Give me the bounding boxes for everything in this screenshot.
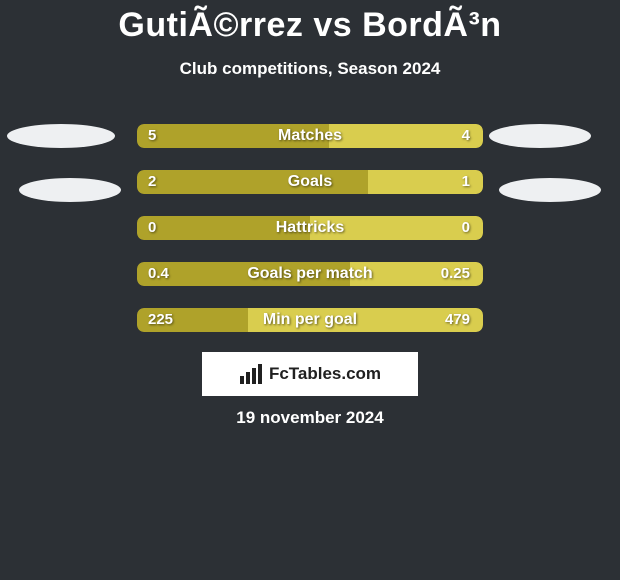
value-left: 2 [148,170,156,194]
comparison-infographic: GutiÃ©rrez vs BordÃ³n Club competitions,… [0,0,620,580]
value-left: 0 [148,216,156,240]
bar-track [137,308,483,332]
bar-track [137,170,483,194]
comparison-rows: 54Matches21Goals00Hattricks0.40.25Goals … [0,124,620,354]
bar-track [137,124,483,148]
comparison-row: 21Goals [0,170,620,194]
bar-track [137,262,483,286]
value-right: 0.25 [441,262,470,286]
bar-right [310,216,483,240]
comparison-row: 54Matches [0,124,620,148]
bar-chart-icon [239,364,263,384]
brand-badge[interactable]: FcTables.com [202,352,418,396]
subtitle: Club competitions, Season 2024 [0,59,620,79]
value-right: 479 [445,308,470,332]
value-left: 0.4 [148,262,169,286]
value-right: 0 [462,216,470,240]
value-right: 1 [462,170,470,194]
bar-track [137,216,483,240]
comparison-row: 0.40.25Goals per match [0,262,620,286]
bar-left [137,216,310,240]
bar-left [137,124,329,148]
brand-label: FcTables.com [269,364,381,384]
bar-left [137,170,368,194]
footer-date: 19 november 2024 [0,408,620,428]
value-left: 5 [148,124,156,148]
comparison-row: 225479Min per goal [0,308,620,332]
comparison-row: 00Hattricks [0,216,620,240]
bar-right [329,124,483,148]
page-title: GutiÃ©rrez vs BordÃ³n [0,6,620,45]
value-right: 4 [462,124,470,148]
value-left: 225 [148,308,173,332]
